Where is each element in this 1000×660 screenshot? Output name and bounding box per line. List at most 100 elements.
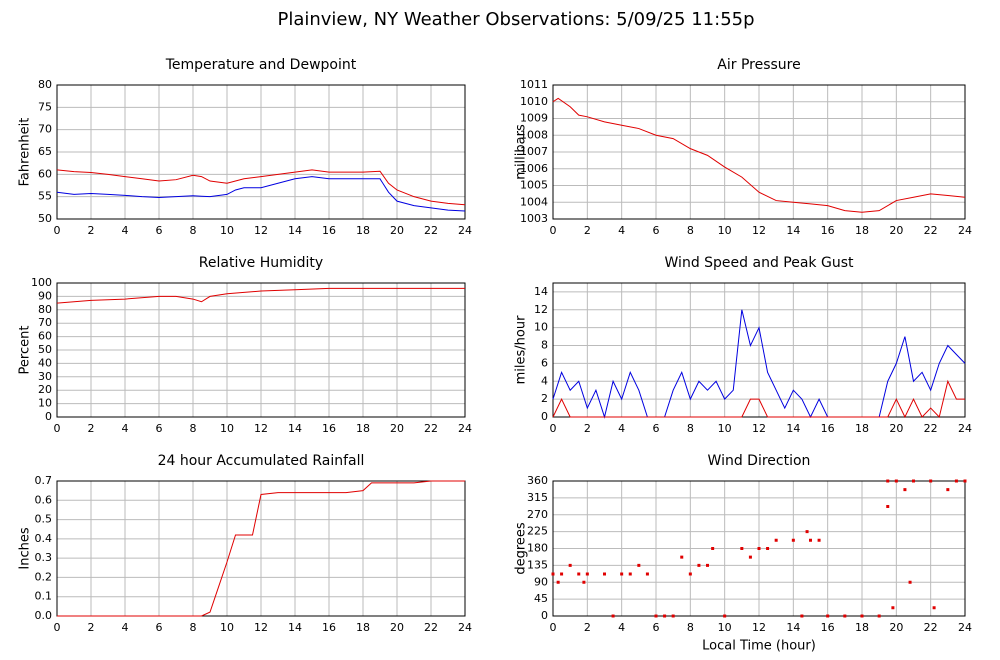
x-tick-label: 22 (924, 224, 938, 237)
x-tick-label: 4 (122, 621, 129, 634)
x-tick-label: 8 (687, 621, 694, 634)
y-tick-label: 100 (31, 276, 52, 289)
y-tick-label: 0 (541, 609, 548, 622)
x-tick-label: 22 (424, 422, 438, 435)
data-point (711, 547, 715, 550)
x-tick-label: 18 (356, 422, 370, 435)
data-line (552, 97, 966, 213)
data-point (663, 614, 667, 618)
data-line (552, 309, 966, 419)
data-point (908, 580, 912, 584)
y-tick-label: 1003 (520, 212, 548, 225)
data-point (628, 572, 632, 576)
y-tick-label: 80 (38, 78, 52, 91)
x-tick-label: 14 (786, 224, 800, 237)
data-point (903, 488, 907, 492)
data-point (556, 580, 560, 584)
x-tick-label: 20 (889, 621, 903, 634)
chart-title: Air Pressure (717, 57, 800, 73)
x-tick-label: 18 (855, 422, 869, 435)
y-tick-label: 1005 (520, 179, 548, 192)
y-tick-label: 75 (38, 100, 52, 113)
x-tick-label: 10 (220, 422, 234, 435)
y-tick-label: 1008 (520, 128, 548, 141)
y-tick-label: 315 (527, 491, 548, 504)
y-tick-label: 40 (38, 356, 52, 369)
x-tick-label: 0 (550, 224, 557, 237)
x-tick-label: 12 (254, 422, 268, 435)
data-point (582, 580, 586, 584)
data-point (603, 572, 606, 576)
y-tick-label: 80 (38, 303, 52, 316)
data-point (817, 538, 821, 542)
data-line (552, 379, 965, 419)
y-tick-label: 10 (534, 321, 548, 334)
x-tick-label: 0 (550, 422, 557, 435)
data-point (757, 547, 761, 550)
data-point (843, 614, 847, 618)
x-tick-label: 10 (718, 621, 732, 634)
y-tick-label: 30 (38, 370, 52, 383)
chart-title: Wind Speed and Peak Gust (665, 255, 854, 271)
y-tick-label: 70 (38, 316, 52, 329)
x-tick-label: 18 (855, 224, 869, 237)
x-tick-label: 8 (687, 224, 694, 237)
x-tick-label: 10 (718, 224, 732, 237)
y-tick-label: 90 (534, 575, 548, 588)
x-tick-label: 12 (752, 621, 766, 634)
data-point (912, 479, 915, 483)
x-tick-label: 14 (288, 621, 302, 634)
plot-frame (56, 282, 466, 418)
y-tick-label: 8 (541, 339, 548, 352)
x-tick-label: 20 (390, 422, 404, 435)
y-tick-label: 2 (541, 392, 548, 405)
data-point (585, 572, 589, 576)
x-tick-label: 4 (618, 224, 625, 237)
x-tick-label: 12 (752, 224, 766, 237)
data-point (568, 563, 572, 567)
x-tick-label: 6 (653, 224, 660, 237)
plot-frame (552, 84, 966, 220)
x-axis-label: Local Time (hour) (702, 639, 816, 654)
y-tick-label: 0.3 (35, 551, 53, 564)
y-axis-label: miles/hour (514, 315, 529, 384)
data-point (929, 479, 933, 483)
x-tick-label: 6 (156, 422, 163, 435)
x-tick-label: 0 (550, 621, 557, 634)
data-point (706, 563, 709, 567)
y-tick-label: 0.5 (35, 513, 53, 526)
data-point (697, 563, 701, 567)
data-line (56, 176, 466, 212)
data-point (932, 606, 936, 610)
x-tick-label: 2 (88, 224, 95, 237)
y-axis-label: Percent (18, 326, 33, 375)
x-tick-label: 6 (156, 621, 163, 634)
x-tick-label: 2 (584, 422, 591, 435)
x-tick-label: 12 (752, 422, 766, 435)
y-tick-label: 1006 (520, 162, 548, 175)
x-tick-label: 24 (458, 422, 472, 435)
x-tick-label: 2 (88, 621, 95, 634)
x-tick-label: 0 (54, 224, 61, 237)
y-tick-label: 0.1 (35, 590, 53, 603)
x-tick-label: 18 (855, 621, 869, 634)
x-tick-label: 2 (584, 224, 591, 237)
data-line (56, 287, 465, 304)
x-tick-label: 20 (390, 621, 404, 634)
x-tick-label: 24 (458, 224, 472, 237)
data-point (805, 530, 809, 534)
x-tick-label: 16 (821, 422, 835, 435)
y-tick-label: 4 (541, 374, 548, 387)
x-tick-label: 14 (288, 224, 302, 237)
x-tick-label: 16 (821, 224, 835, 237)
y-tick-label: 1004 (520, 195, 548, 208)
data-point (551, 572, 555, 576)
x-tick-label: 2 (584, 621, 591, 634)
y-tick-label: 0 (45, 410, 52, 423)
chart-title: Wind Direction (708, 453, 811, 469)
y-tick-label: 1010 (520, 95, 548, 108)
data-point (891, 606, 895, 610)
y-tick-label: 6 (541, 356, 548, 369)
x-tick-label: 16 (322, 621, 336, 634)
